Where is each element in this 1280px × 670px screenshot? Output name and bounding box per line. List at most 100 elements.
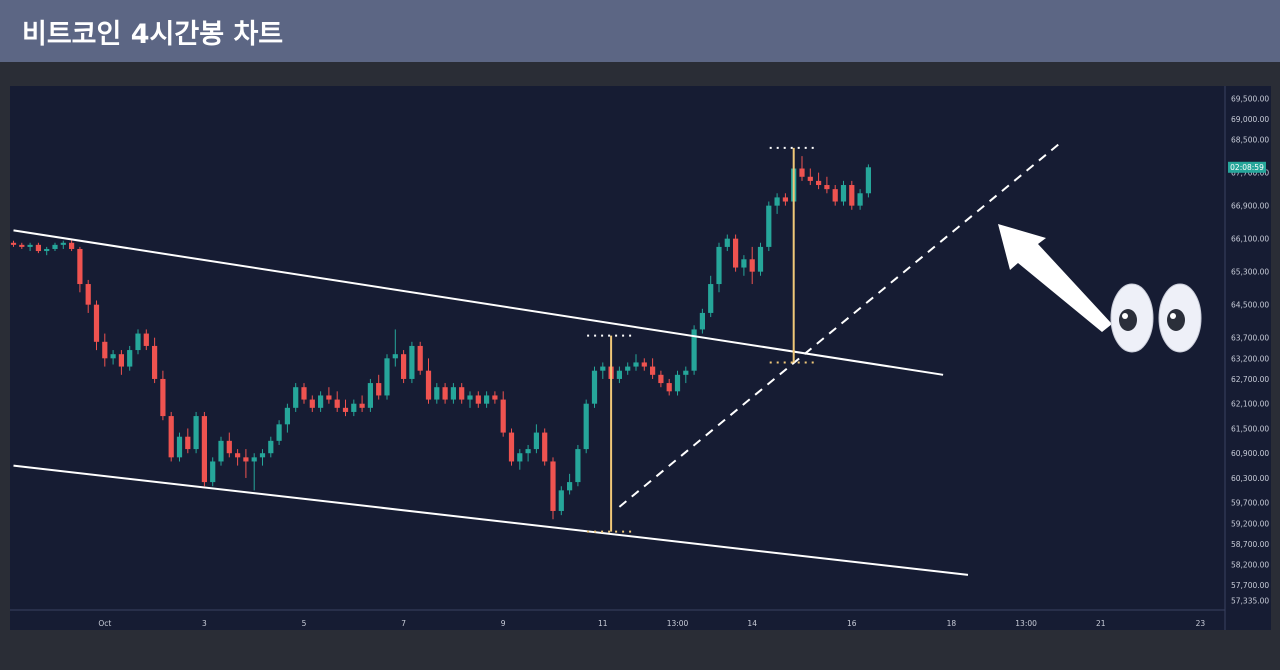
- candle-body: [500, 399, 506, 433]
- candle-body: [475, 395, 481, 404]
- candle: [201, 411, 207, 487]
- candle-body: [616, 370, 622, 379]
- candle: [44, 246, 50, 256]
- candle-body: [276, 424, 282, 441]
- candle-body: [127, 350, 133, 367]
- time-tick-label: 11: [598, 619, 608, 628]
- candle: [442, 383, 448, 404]
- candle: [77, 246, 83, 293]
- candle: [699, 308, 705, 334]
- candle: [807, 168, 813, 186]
- time-tick-label: 7: [401, 619, 406, 628]
- candle-body: [401, 354, 407, 379]
- candle-body: [118, 354, 124, 367]
- candle-body: [583, 403, 589, 450]
- time-tick-label: 16: [847, 619, 857, 628]
- candle-body: [840, 185, 847, 202]
- candle-body: [201, 416, 207, 483]
- candle-body: [525, 449, 531, 454]
- candle-body: [517, 453, 523, 462]
- candle: [27, 242, 33, 252]
- price-tick-label: 66,100.00: [1231, 235, 1269, 244]
- candle-body: [301, 387, 307, 400]
- candle-body: [52, 244, 58, 249]
- candle: [591, 366, 598, 408]
- candle: [650, 358, 656, 379]
- candle-body: [724, 238, 730, 247]
- candle: [135, 329, 141, 355]
- candle-body: [633, 362, 639, 367]
- candle-body: [716, 246, 722, 285]
- candle: [69, 238, 75, 252]
- chart-background: [10, 86, 1271, 630]
- price-tick-label: 68,500.00: [1231, 136, 1269, 145]
- candle: [152, 337, 158, 384]
- price-tick-label: 63,200.00: [1231, 354, 1269, 363]
- candle: [542, 428, 548, 466]
- candle: [492, 391, 498, 404]
- candle: [749, 246, 755, 285]
- candle: [550, 457, 556, 520]
- current-price-tag: 02:08:59: [1228, 161, 1266, 173]
- candle-body: [243, 457, 249, 462]
- candle: [799, 156, 805, 181]
- candle-body: [741, 259, 747, 268]
- candle-body: [484, 395, 490, 404]
- candle: [359, 395, 365, 412]
- candle: [19, 242, 25, 249]
- candlestick-chart[interactable]: 69,500.00 69,000.00 68,500.00 67,700.00 66,9…: [10, 86, 1271, 630]
- candle: [583, 399, 589, 454]
- candle: [60, 240, 66, 249]
- candle-body: [641, 362, 647, 367]
- candle-body: [176, 436, 183, 458]
- price-tick-label: 57,335.00: [1231, 596, 1269, 605]
- candle: [168, 411, 174, 462]
- price-axis: 69,500.00 69,000.00 68,500.00 67,700.00 66,9…: [1231, 94, 1269, 605]
- candle: [766, 201, 772, 252]
- candle: [434, 383, 440, 404]
- candle: [251, 453, 257, 491]
- candle-body: [782, 197, 788, 202]
- candle-body: [27, 244, 33, 247]
- price-tick-label: 57,700.00: [1231, 581, 1269, 590]
- time-tick-label: 3: [202, 619, 207, 628]
- candle: [284, 403, 290, 433]
- candle-body: [575, 449, 581, 483]
- candle: [782, 193, 788, 206]
- candle-body: [849, 185, 855, 206]
- arrow-up-left-icon: [998, 224, 1112, 332]
- candle-body: [293, 387, 299, 408]
- candle: [326, 387, 332, 404]
- candle-body: [459, 387, 465, 400]
- candle: [351, 399, 357, 417]
- candle: [500, 391, 506, 437]
- candle-body: [251, 457, 257, 462]
- time-tick-label: 9: [501, 619, 506, 628]
- candle-body: [376, 383, 382, 396]
- candle: [840, 180, 847, 206]
- candle: [176, 432, 183, 462]
- candle-body: [857, 193, 863, 206]
- candle: [392, 329, 398, 367]
- candle-body: [442, 387, 448, 400]
- candle: [309, 395, 315, 412]
- candle-body: [757, 246, 764, 272]
- candle-body: [69, 242, 75, 249]
- candle-body: [334, 399, 340, 408]
- candle: [633, 354, 639, 371]
- price-tick-label: 59,700.00: [1231, 499, 1269, 508]
- page-title: 비트코인 4시간봉 차트: [22, 19, 284, 50]
- candle: [35, 242, 41, 254]
- candle-body: [35, 244, 41, 252]
- candle-body: [699, 312, 705, 330]
- candle-body: [865, 167, 871, 194]
- candle-body: [318, 395, 324, 408]
- candle-body: [492, 395, 498, 400]
- price-tick-label: 65,300.00: [1231, 268, 1269, 277]
- candle-body: [799, 168, 805, 177]
- candle: [318, 391, 324, 412]
- candle-body: [558, 490, 564, 511]
- candle-body: [807, 176, 813, 181]
- price-tick-label: 58,200.00: [1231, 561, 1269, 570]
- candle: [243, 449, 249, 478]
